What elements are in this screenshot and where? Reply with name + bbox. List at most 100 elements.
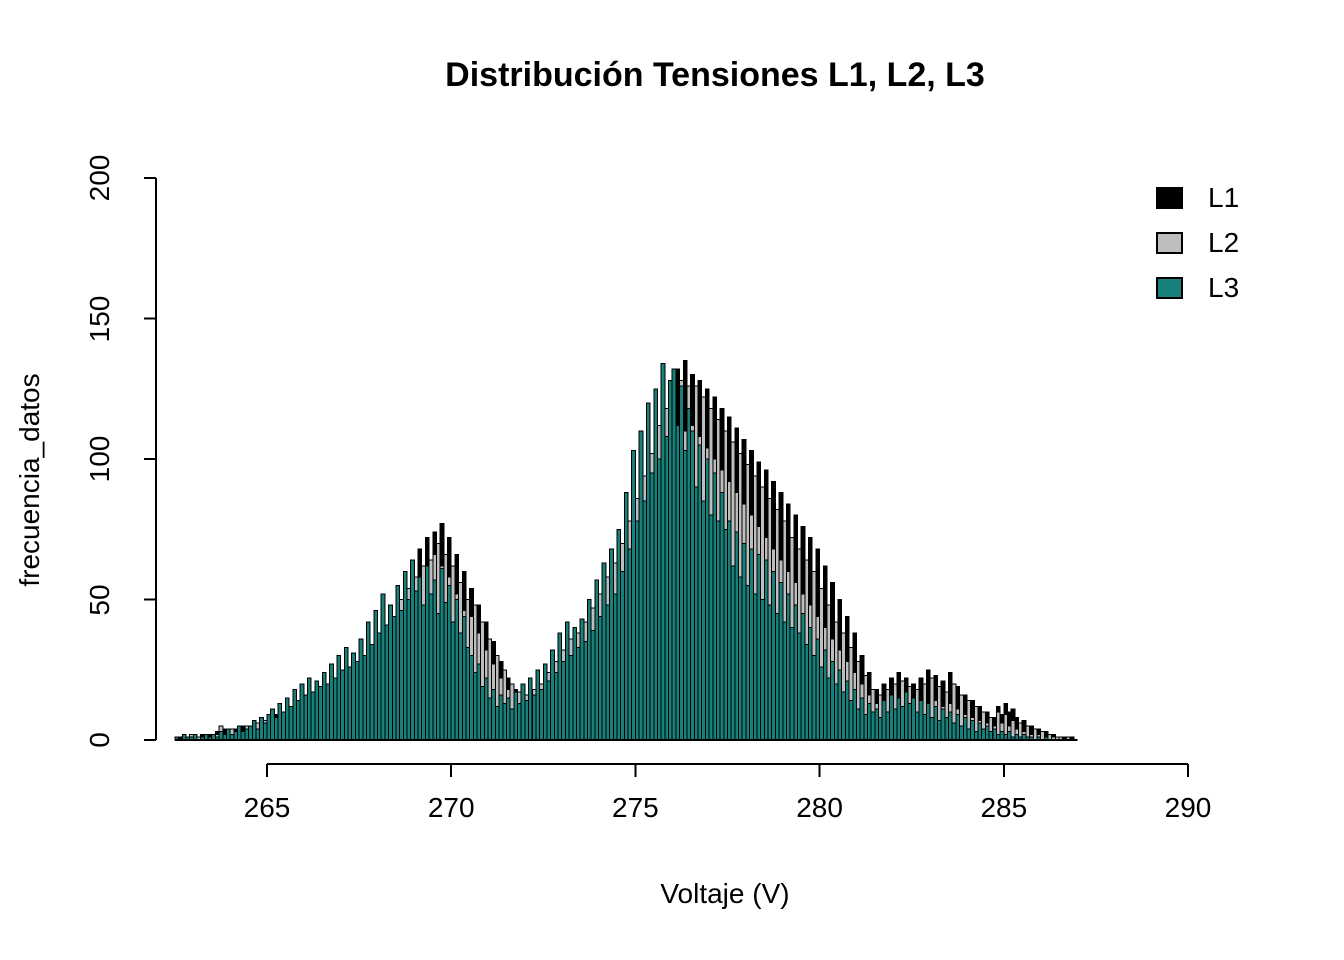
histogram-bar-L3 bbox=[325, 683, 331, 741]
histogram-bar-L3 bbox=[878, 717, 883, 741]
histogram-bar-L3 bbox=[616, 528, 622, 741]
histogram-bar-L3 bbox=[406, 599, 412, 741]
histogram-bar-L3 bbox=[642, 500, 647, 741]
histogram-bar-L3 bbox=[225, 728, 231, 741]
histogram-bar-L3 bbox=[262, 722, 268, 741]
histogram-bar-L3 bbox=[922, 714, 927, 741]
histogram-bar-L3 bbox=[546, 680, 552, 741]
histogram-bar-L3 bbox=[620, 570, 625, 741]
histogram-bar-L3 bbox=[248, 725, 253, 741]
histogram-bar-L3 bbox=[491, 688, 496, 741]
histogram-bar-L3 bbox=[550, 649, 555, 741]
histogram-bar-L3 bbox=[251, 719, 257, 741]
histogram-bar-L3 bbox=[524, 700, 530, 741]
histogram-bar-L3 bbox=[951, 722, 957, 741]
histogram-bar-L3 bbox=[841, 691, 846, 741]
histogram-bar-L3 bbox=[918, 700, 924, 741]
histogram-bar-L3 bbox=[498, 694, 504, 741]
histogram-bar-L3 bbox=[321, 672, 327, 741]
histogram-bar-L3 bbox=[601, 562, 607, 741]
histogram-bar-L3 bbox=[517, 702, 522, 741]
histogram-bar-L3 bbox=[970, 719, 975, 741]
histogram-bar-L3 bbox=[509, 708, 515, 741]
histogram-bar-L3 bbox=[782, 621, 787, 741]
histogram-bar-L3 bbox=[432, 579, 437, 741]
histogram-bar-L3 bbox=[944, 717, 950, 741]
histogram-bar-L3 bbox=[505, 697, 511, 741]
histogram-bar-L3 bbox=[859, 697, 865, 741]
x-tick-label: 275 bbox=[612, 792, 659, 823]
histogram-bar-L3 bbox=[270, 708, 275, 741]
histogram-bar-L3 bbox=[413, 590, 419, 741]
histogram-bar-L3 bbox=[277, 702, 283, 741]
histogram-bar-L3 bbox=[885, 711, 891, 741]
histogram-bar-L3 bbox=[336, 655, 342, 741]
histogram-bar-L3 bbox=[295, 700, 301, 741]
histogram-bar-L3 bbox=[623, 492, 629, 741]
x-tick-label: 270 bbox=[427, 792, 475, 823]
histogram-bar-L3 bbox=[598, 615, 603, 741]
histogram-bar-L3 bbox=[771, 570, 776, 741]
y-tick-label: 150 bbox=[84, 295, 115, 342]
histogram-bar-L3 bbox=[760, 599, 765, 741]
histogram-bar-L3 bbox=[822, 649, 828, 741]
histogram-bar-L3 bbox=[579, 618, 585, 741]
histogram-bar-L3 bbox=[631, 450, 636, 741]
histogram-bar-L3 bbox=[539, 688, 544, 741]
y-tick-label: 100 bbox=[84, 435, 115, 483]
histogram-bar-L3 bbox=[701, 500, 706, 741]
histogram-bar-L3 bbox=[808, 627, 813, 741]
histogram-bar-L3 bbox=[461, 615, 467, 741]
histogram-bar-L3 bbox=[535, 669, 541, 741]
histogram-bar-L3 bbox=[870, 711, 876, 741]
histogram-bar-L3 bbox=[900, 705, 905, 741]
legend-label: L3 bbox=[1208, 272, 1240, 303]
histogram-bar-L3 bbox=[693, 486, 699, 741]
histogram-bar-L3 bbox=[424, 565, 430, 741]
histogram-bar-L3 bbox=[612, 593, 618, 741]
histogram-bar-L3 bbox=[999, 731, 1005, 741]
legend-item-L1: L1 bbox=[1156, 182, 1239, 214]
histogram-bar-L3 bbox=[373, 610, 379, 741]
histogram-bar-L3 bbox=[981, 728, 986, 741]
histogram-bar-L3 bbox=[704, 458, 710, 741]
histogram-bar-L3 bbox=[244, 728, 250, 741]
histogram-bar-L3 bbox=[984, 725, 990, 741]
histogram-bar-L3 bbox=[844, 680, 850, 741]
histogram-bar-L3 bbox=[752, 593, 758, 741]
histogram-bar-L3 bbox=[465, 646, 471, 741]
histogram-bar-L3 bbox=[443, 601, 449, 741]
histogram-bar-L3 bbox=[487, 697, 493, 741]
y-axis-label: frecuencia_datos bbox=[14, 373, 45, 587]
histogram-bar-L3 bbox=[587, 599, 592, 741]
histogram-bar-L3 bbox=[863, 714, 868, 741]
histogram-bar-L3 bbox=[852, 688, 857, 741]
histogram-bar-L3 bbox=[778, 582, 784, 741]
histogram-bar-L3 bbox=[727, 520, 732, 741]
histogram-bar-L3 bbox=[354, 660, 360, 741]
x-tick-label: 280 bbox=[796, 792, 843, 823]
histogram-bar-L3 bbox=[303, 694, 309, 741]
histogram-bar-L3 bbox=[925, 702, 931, 741]
histogram-bar-L3 bbox=[657, 458, 662, 741]
histogram-bar-L3 bbox=[797, 632, 802, 741]
histogram-bar-L3 bbox=[645, 402, 651, 741]
histogram-bar-L3 bbox=[896, 697, 902, 741]
histogram-bar-L3 bbox=[881, 700, 887, 741]
histogram-bar-L3 bbox=[299, 683, 305, 741]
histogram-bar-L3 bbox=[668, 379, 673, 741]
histogram-bar-L3 bbox=[774, 613, 780, 741]
y-tick-label: 200 bbox=[84, 154, 115, 202]
histogram-bar-L3 bbox=[819, 666, 824, 741]
histogram-bar-L3 bbox=[402, 570, 408, 741]
legend-item-L2: L2 bbox=[1156, 227, 1239, 259]
histogram-bar-L3 bbox=[380, 593, 386, 741]
histogram-bar-L3 bbox=[435, 613, 441, 741]
histogram-bar-L3 bbox=[553, 672, 559, 741]
histogram-bar-L3 bbox=[682, 450, 688, 741]
histogram-bar-L3 bbox=[749, 548, 754, 741]
histogram-bar-L3 bbox=[513, 691, 519, 741]
histogram-bar-L3 bbox=[310, 691, 316, 741]
histogram-bar-L3 bbox=[756, 554, 762, 741]
histogram-bar-L3 bbox=[697, 444, 703, 741]
